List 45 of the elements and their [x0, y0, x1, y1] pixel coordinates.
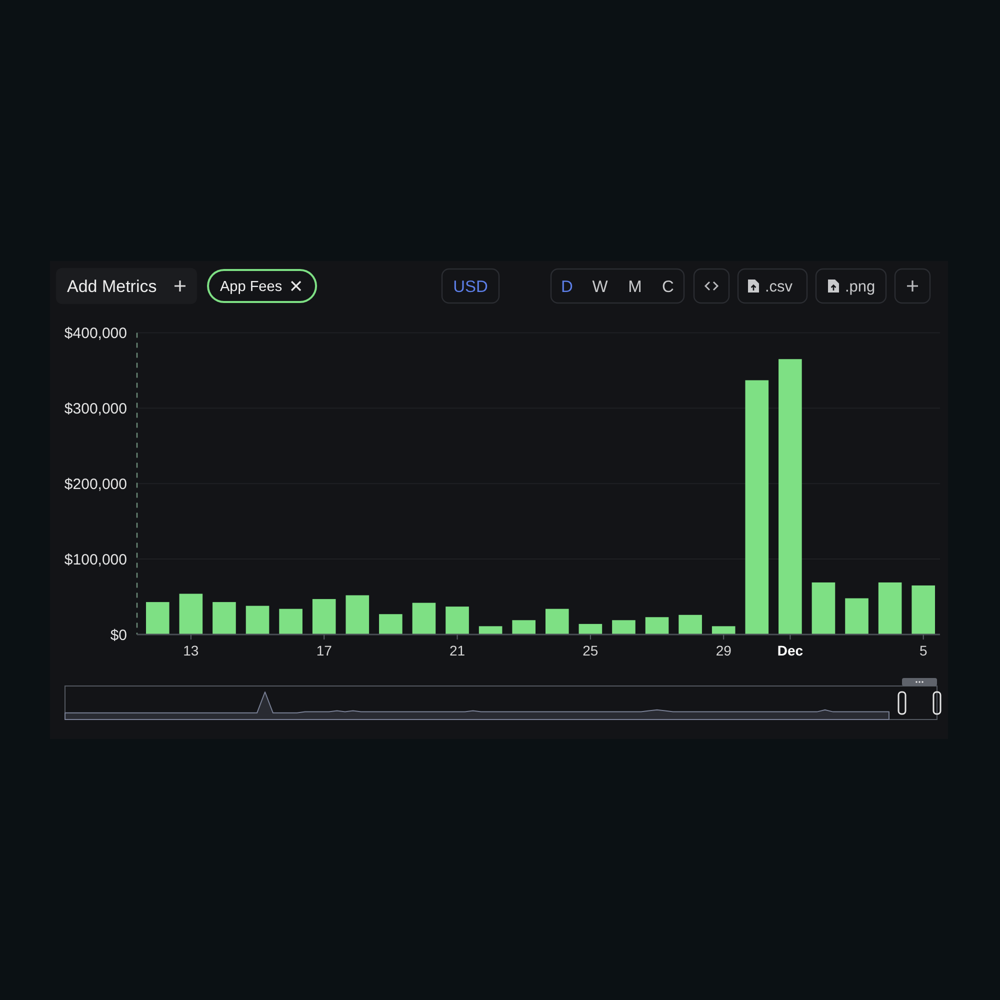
text: App Fees: [220, 279, 282, 296]
bar: [179, 594, 203, 634]
bar: [279, 608, 302, 634]
text: C: [662, 278, 674, 296]
bar: [845, 598, 868, 634]
text: M: [628, 278, 642, 296]
bar: [246, 606, 270, 634]
x-tick-label: 13: [183, 642, 199, 658]
bar: [778, 359, 802, 634]
x-tick-label: 29: [716, 642, 732, 658]
bar: [146, 602, 170, 634]
bar: [712, 626, 736, 634]
y-tick-label: $300,000: [64, 400, 127, 418]
text: USD: [453, 278, 488, 296]
x-tick-label: 5: [919, 642, 928, 658]
bar: [478, 626, 502, 634]
bar: [878, 582, 902, 634]
bar: [645, 617, 669, 634]
x-tick-label: 21: [449, 642, 466, 658]
bar: [912, 585, 936, 634]
bar: [745, 380, 769, 634]
bar: [346, 595, 370, 634]
x-tick-label: 17: [316, 642, 332, 658]
y-tick-label: $100,000: [64, 551, 127, 568]
x-tick-label: 25: [582, 642, 598, 658]
bar: [545, 608, 569, 634]
bar: [512, 620, 536, 634]
text: .csv: [765, 278, 793, 296]
bar: [212, 602, 236, 634]
y-tick-label: $200,000: [64, 476, 127, 493]
y-tick-label: $0: [110, 626, 127, 644]
bar: [812, 582, 836, 634]
bar: [678, 614, 702, 634]
x-tick-label: Dec: [777, 642, 804, 658]
text: .png: [845, 278, 876, 296]
bar: [446, 606, 469, 634]
bar: [578, 624, 602, 634]
text: D: [561, 278, 574, 296]
text: Add Metrics: [67, 276, 157, 296]
y-tick-label: $400,000: [64, 324, 127, 342]
bar: [612, 620, 636, 634]
text: W: [592, 278, 608, 296]
bar: [379, 614, 402, 634]
bar: [412, 602, 436, 634]
bar: [312, 599, 336, 634]
